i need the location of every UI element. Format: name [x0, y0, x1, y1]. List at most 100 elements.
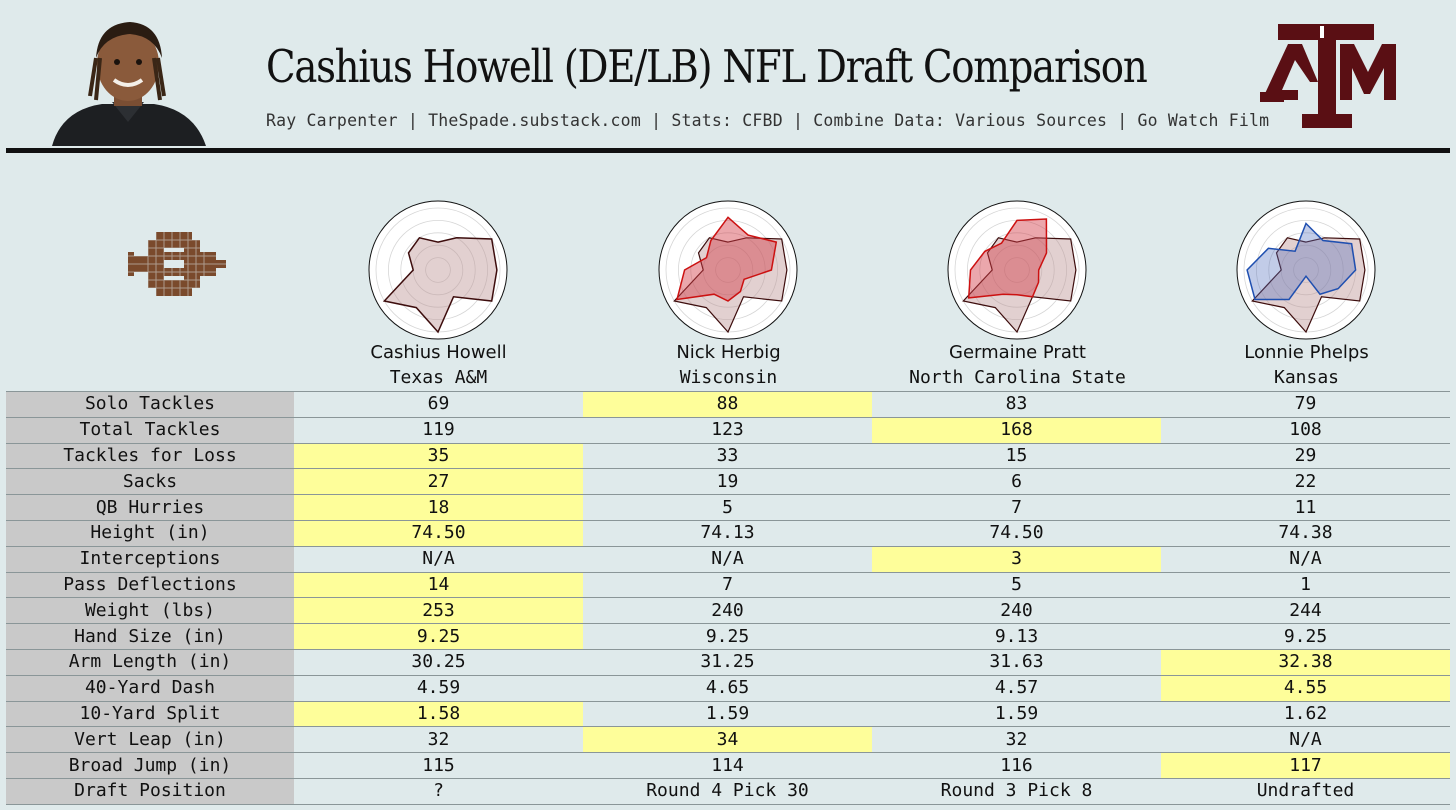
stat-value: 9.25: [1161, 623, 1450, 650]
radar-grid-ring: [1004, 257, 1030, 283]
page-title: Cashius Howell (DE/LB) NFL Draft Compari…: [266, 40, 1148, 93]
stat-value: 1: [1161, 571, 1450, 598]
stat-label: Interceptions: [6, 545, 294, 573]
player-name: Cashius Howell: [370, 342, 507, 363]
stat-value: 74.50: [294, 519, 583, 547]
stat-label: Vert Leap (in): [6, 726, 294, 753]
stats-comparison-table: Solo Tackles 69 88 83 79 Total Tackles 119 123 1…: [6, 391, 1450, 805]
stat-value: 4.59: [294, 674, 583, 702]
radar-chart-phelps: [1236, 200, 1376, 340]
stat-value: 34: [583, 726, 872, 753]
radar-series: [967, 218, 1048, 299]
stat-value: 244: [1161, 597, 1450, 624]
table-row: Hand Size (in) 9.25 9.25 9.13 9.25: [6, 623, 1450, 650]
stat-label: Arm Length (in): [6, 648, 294, 676]
table-row: Solo Tackles 69 88 83 79: [6, 391, 1450, 418]
stat-value: 5: [583, 494, 872, 521]
radar-series: [382, 236, 498, 334]
stat-label: 10-Yard Split: [6, 700, 294, 727]
stat-value: 1.59: [583, 700, 872, 727]
stat-value: N/A: [1161, 726, 1450, 753]
stat-value: 5: [872, 571, 1161, 598]
radar-baseline-series: [962, 237, 1077, 334]
stat-value: 119: [294, 416, 583, 444]
stat-value: 79: [1161, 391, 1450, 418]
pixel-shovel-logo: [128, 228, 228, 300]
stat-value: 32: [294, 726, 583, 753]
stat-label: 40-Yard Dash: [6, 674, 294, 702]
stat-value: 1.58: [294, 700, 583, 727]
player-name: Germaine Pratt: [949, 342, 1086, 363]
radar-series: [675, 216, 778, 302]
stat-value: 83: [872, 391, 1161, 418]
stat-value: 168: [872, 416, 1161, 444]
player-school: Texas A&M: [389, 367, 488, 388]
stat-value: 4.57: [872, 674, 1161, 702]
stat-value: 18: [294, 494, 583, 521]
table-row: Broad Jump (in) 115 114 116 117: [6, 752, 1450, 779]
stat-value: 29: [1161, 442, 1450, 469]
radar-grid-ring: [1293, 257, 1319, 283]
radar-grid-ring: [388, 220, 488, 320]
table-row: Interceptions N/A N/A 3 N/A: [6, 545, 1450, 573]
stat-label: Sacks: [6, 468, 294, 495]
stat-value: 116: [872, 752, 1161, 779]
stat-value: 27: [294, 468, 583, 495]
stat-value: 15: [872, 442, 1161, 469]
table-row: 10-Yard Split 1.58 1.59 1.59 1.62: [6, 700, 1450, 727]
stat-value: 74.38: [1161, 519, 1450, 547]
stat-value: 4.65: [583, 674, 872, 702]
stat-value: 240: [872, 597, 1161, 624]
stat-label: Solo Tackles: [6, 391, 294, 418]
stat-value: 32.38: [1161, 648, 1450, 676]
stat-value: Undrafted: [1161, 777, 1450, 805]
table-row: 40-Yard Dash 4.59 4.65 4.57 4.55: [6, 674, 1450, 702]
radar-chart-herbig: [658, 200, 798, 340]
texas-am-logo: [1258, 20, 1398, 130]
player-name: Lonnie Phelps: [1244, 342, 1369, 363]
stat-label: Tackles for Loss: [6, 442, 294, 469]
stat-value: 114: [583, 752, 872, 779]
stat-value: 19: [583, 468, 872, 495]
stat-value: 11: [1161, 494, 1450, 521]
stat-value: N/A: [1161, 545, 1450, 573]
stat-value: 32: [872, 726, 1161, 753]
player-school: Wisconsin: [679, 367, 778, 388]
stat-value: 9.25: [294, 623, 583, 650]
stat-value: 3: [872, 545, 1161, 573]
table-row: Sacks 27 19 6 22: [6, 468, 1450, 495]
stat-value: N/A: [583, 545, 872, 573]
stat-label: QB Hurries: [6, 494, 294, 521]
stat-value: 31.63: [872, 648, 1161, 676]
stat-value: 14: [294, 571, 583, 598]
stat-value: N/A: [294, 545, 583, 573]
stat-value: 7: [583, 571, 872, 598]
stat-value: 88: [583, 391, 872, 418]
stat-label: Draft Position: [6, 777, 294, 805]
stat-value: 4.55: [1161, 674, 1450, 702]
stat-label: Pass Deflections: [6, 571, 294, 598]
radar-grid-ring: [690, 232, 766, 308]
player-school: Kansas: [1273, 367, 1340, 388]
stat-value: 253: [294, 597, 583, 624]
stat-value: 33: [583, 442, 872, 469]
stat-value: 6: [872, 468, 1161, 495]
stat-value: 240: [583, 597, 872, 624]
table-row: Vert Leap (in) 32 34 32 N/A: [6, 726, 1450, 753]
radar-grid-ring: [400, 232, 476, 308]
stat-value: 9.13: [872, 623, 1161, 650]
radar-baseline-series: [1251, 237, 1366, 334]
table-row: QB Hurries 18 5 7 11: [6, 494, 1450, 521]
table-row: Weight (lbs) 253 240 240 244: [6, 597, 1450, 624]
stat-value: 115: [294, 752, 583, 779]
stat-label: Hand Size (in): [6, 623, 294, 650]
radar-series: [1246, 222, 1357, 301]
radar-grid-ring: [678, 220, 778, 320]
stat-value: 31.25: [583, 648, 872, 676]
stat-value: 35: [294, 442, 583, 469]
stat-value: 30.25: [294, 648, 583, 676]
table-row: Total Tackles 119 123 168 108: [6, 416, 1450, 444]
player-name: Nick Herbig: [676, 342, 781, 363]
stat-value: 1.62: [1161, 700, 1450, 727]
stat-label: Total Tackles: [6, 416, 294, 444]
